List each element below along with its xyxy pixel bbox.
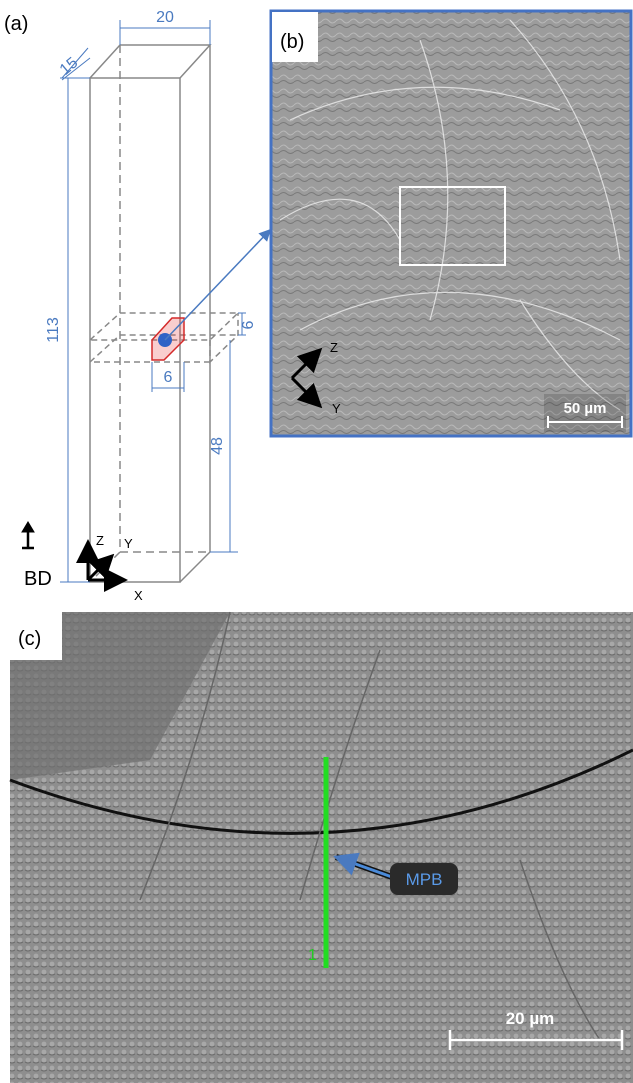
dimension-lines	[60, 20, 246, 582]
panel-a: (a) 20 15 113 6 6 48 Z	[4, 9, 270, 603]
dim-height: 113	[45, 317, 62, 343]
panel-b: (b) Z Y 50 µm	[271, 11, 631, 436]
panel-label: (a)	[4, 13, 28, 35]
panel-label: (b)	[280, 31, 304, 53]
axis-x: X	[134, 588, 143, 603]
dim-depth: 15	[57, 54, 82, 79]
line-label: 1	[308, 947, 317, 964]
axis-y: Y	[332, 401, 341, 416]
axis-z: Z	[330, 340, 338, 355]
dim-section-width: 6	[164, 369, 173, 386]
axis-z: Z	[96, 533, 104, 548]
scale-label: 20 µm	[506, 1009, 555, 1028]
annotation: MPB	[406, 870, 443, 889]
axis-y: Y	[124, 536, 133, 551]
scale-label: 50 µm	[564, 400, 607, 417]
dim-lower-height: 48	[209, 437, 226, 455]
sem-image	[271, 11, 631, 436]
figure: (a) 20 15 113 6 6 48 Z	[0, 0, 633, 1083]
panel-label: (c)	[18, 628, 41, 650]
dim-section-height: 6	[240, 320, 257, 329]
specimen-box	[90, 45, 238, 582]
build-direction: BD	[24, 568, 52, 590]
dim-width: 20	[156, 9, 174, 26]
panel-c: (c) 1 MPB 20 µm	[10, 612, 633, 1083]
